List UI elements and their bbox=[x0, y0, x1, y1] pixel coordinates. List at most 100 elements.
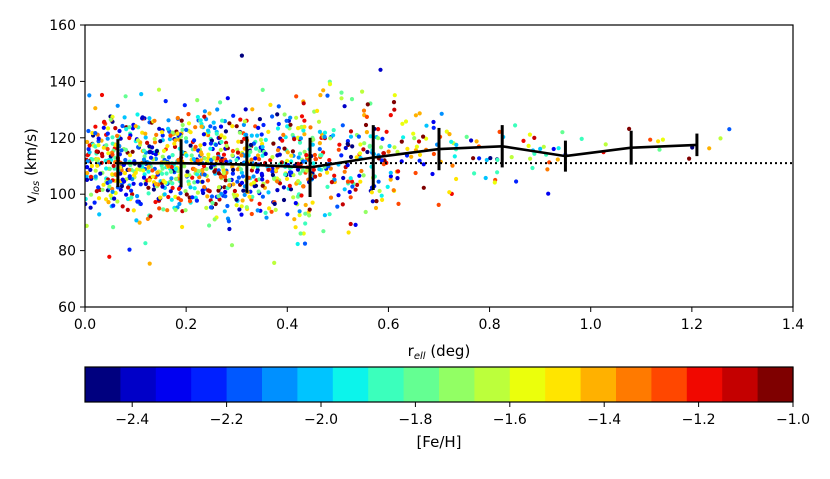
data-point bbox=[189, 153, 194, 158]
data-point bbox=[153, 181, 159, 187]
data-point bbox=[170, 185, 175, 191]
data-point bbox=[266, 190, 271, 195]
data-point bbox=[85, 165, 90, 170]
data-point bbox=[560, 130, 565, 135]
data-point bbox=[690, 145, 695, 150]
data-point bbox=[213, 142, 219, 147]
data-point bbox=[177, 201, 182, 207]
data-point bbox=[192, 186, 197, 191]
data-point bbox=[143, 131, 148, 136]
data-point bbox=[176, 186, 182, 191]
data-point bbox=[296, 155, 301, 160]
data-point bbox=[173, 176, 179, 181]
data-point bbox=[195, 172, 200, 177]
data-point bbox=[341, 175, 346, 181]
data-point bbox=[349, 97, 355, 102]
data-point bbox=[348, 129, 354, 134]
data-point bbox=[88, 205, 93, 210]
data-point bbox=[328, 136, 333, 141]
data-point bbox=[299, 114, 305, 119]
data-point bbox=[212, 155, 217, 160]
data-point bbox=[206, 152, 211, 157]
data-point bbox=[130, 192, 135, 197]
data-point bbox=[376, 136, 381, 141]
data-point bbox=[93, 174, 98, 179]
data-point bbox=[166, 163, 171, 169]
colorbar-tick-label: −1.2 bbox=[682, 412, 716, 428]
data-point bbox=[454, 176, 459, 182]
data-point bbox=[244, 132, 249, 137]
data-point bbox=[336, 147, 341, 152]
mean-line bbox=[117, 143, 697, 169]
data-point bbox=[388, 177, 393, 182]
data-point bbox=[354, 155, 359, 160]
data-point bbox=[212, 217, 217, 222]
data-point bbox=[212, 169, 217, 174]
data-point bbox=[514, 179, 519, 184]
data-point bbox=[110, 189, 115, 194]
data-point bbox=[131, 208, 136, 213]
data-point bbox=[255, 208, 260, 213]
data-point bbox=[464, 134, 469, 139]
data-point bbox=[96, 136, 101, 141]
colorbar-ticks: −2.4 −2.2 −2.0 −1.8 −1.6 −1.4 −1.2 −1.0 bbox=[115, 402, 810, 428]
data-point bbox=[495, 157, 500, 162]
data-point bbox=[249, 133, 254, 138]
data-point bbox=[127, 167, 132, 172]
data-point bbox=[399, 139, 404, 144]
data-point bbox=[513, 123, 518, 128]
data-point bbox=[179, 118, 184, 123]
data-point bbox=[202, 114, 207, 119]
data-point bbox=[328, 195, 334, 200]
x-axis-label: rell (deg) bbox=[408, 342, 471, 362]
data-point bbox=[260, 194, 265, 199]
data-point bbox=[206, 128, 211, 133]
y-tick-label: 160 bbox=[49, 18, 76, 34]
data-point bbox=[175, 115, 180, 121]
data-point bbox=[249, 211, 254, 217]
data-point bbox=[249, 157, 254, 162]
data-point bbox=[152, 136, 157, 142]
data-point bbox=[339, 96, 344, 101]
colorbar-segment bbox=[686, 367, 723, 402]
data-point bbox=[400, 121, 405, 126]
data-point bbox=[303, 221, 308, 226]
data-point bbox=[253, 146, 259, 151]
data-point bbox=[150, 145, 155, 150]
data-point bbox=[234, 124, 239, 129]
data-point bbox=[424, 123, 429, 128]
data-point bbox=[180, 224, 185, 230]
data-point bbox=[209, 157, 214, 162]
data-point bbox=[269, 209, 274, 214]
data-point bbox=[521, 138, 526, 143]
data-point bbox=[218, 100, 223, 105]
data-point bbox=[471, 156, 476, 161]
data-point bbox=[340, 202, 345, 207]
data-point bbox=[385, 184, 390, 189]
data-point bbox=[545, 167, 550, 172]
data-point bbox=[101, 145, 106, 150]
data-point bbox=[348, 221, 353, 227]
data-point bbox=[325, 93, 330, 98]
data-point bbox=[141, 148, 147, 153]
data-point bbox=[221, 171, 226, 176]
data-point bbox=[483, 175, 488, 181]
data-point bbox=[145, 216, 150, 221]
data-point bbox=[307, 213, 312, 218]
colorbar-segment bbox=[297, 367, 334, 402]
data-point bbox=[207, 189, 212, 194]
data-point bbox=[244, 205, 249, 210]
data-point bbox=[322, 130, 328, 135]
data-point bbox=[223, 189, 228, 195]
data-point bbox=[106, 151, 111, 156]
data-point bbox=[331, 133, 336, 138]
data-point bbox=[87, 143, 92, 148]
data-point bbox=[325, 184, 330, 189]
data-point bbox=[222, 174, 228, 179]
data-point bbox=[138, 182, 143, 187]
data-point bbox=[657, 147, 662, 152]
data-point bbox=[687, 156, 692, 161]
y-tick-label: 80 bbox=[58, 244, 76, 260]
data-point bbox=[361, 147, 366, 152]
